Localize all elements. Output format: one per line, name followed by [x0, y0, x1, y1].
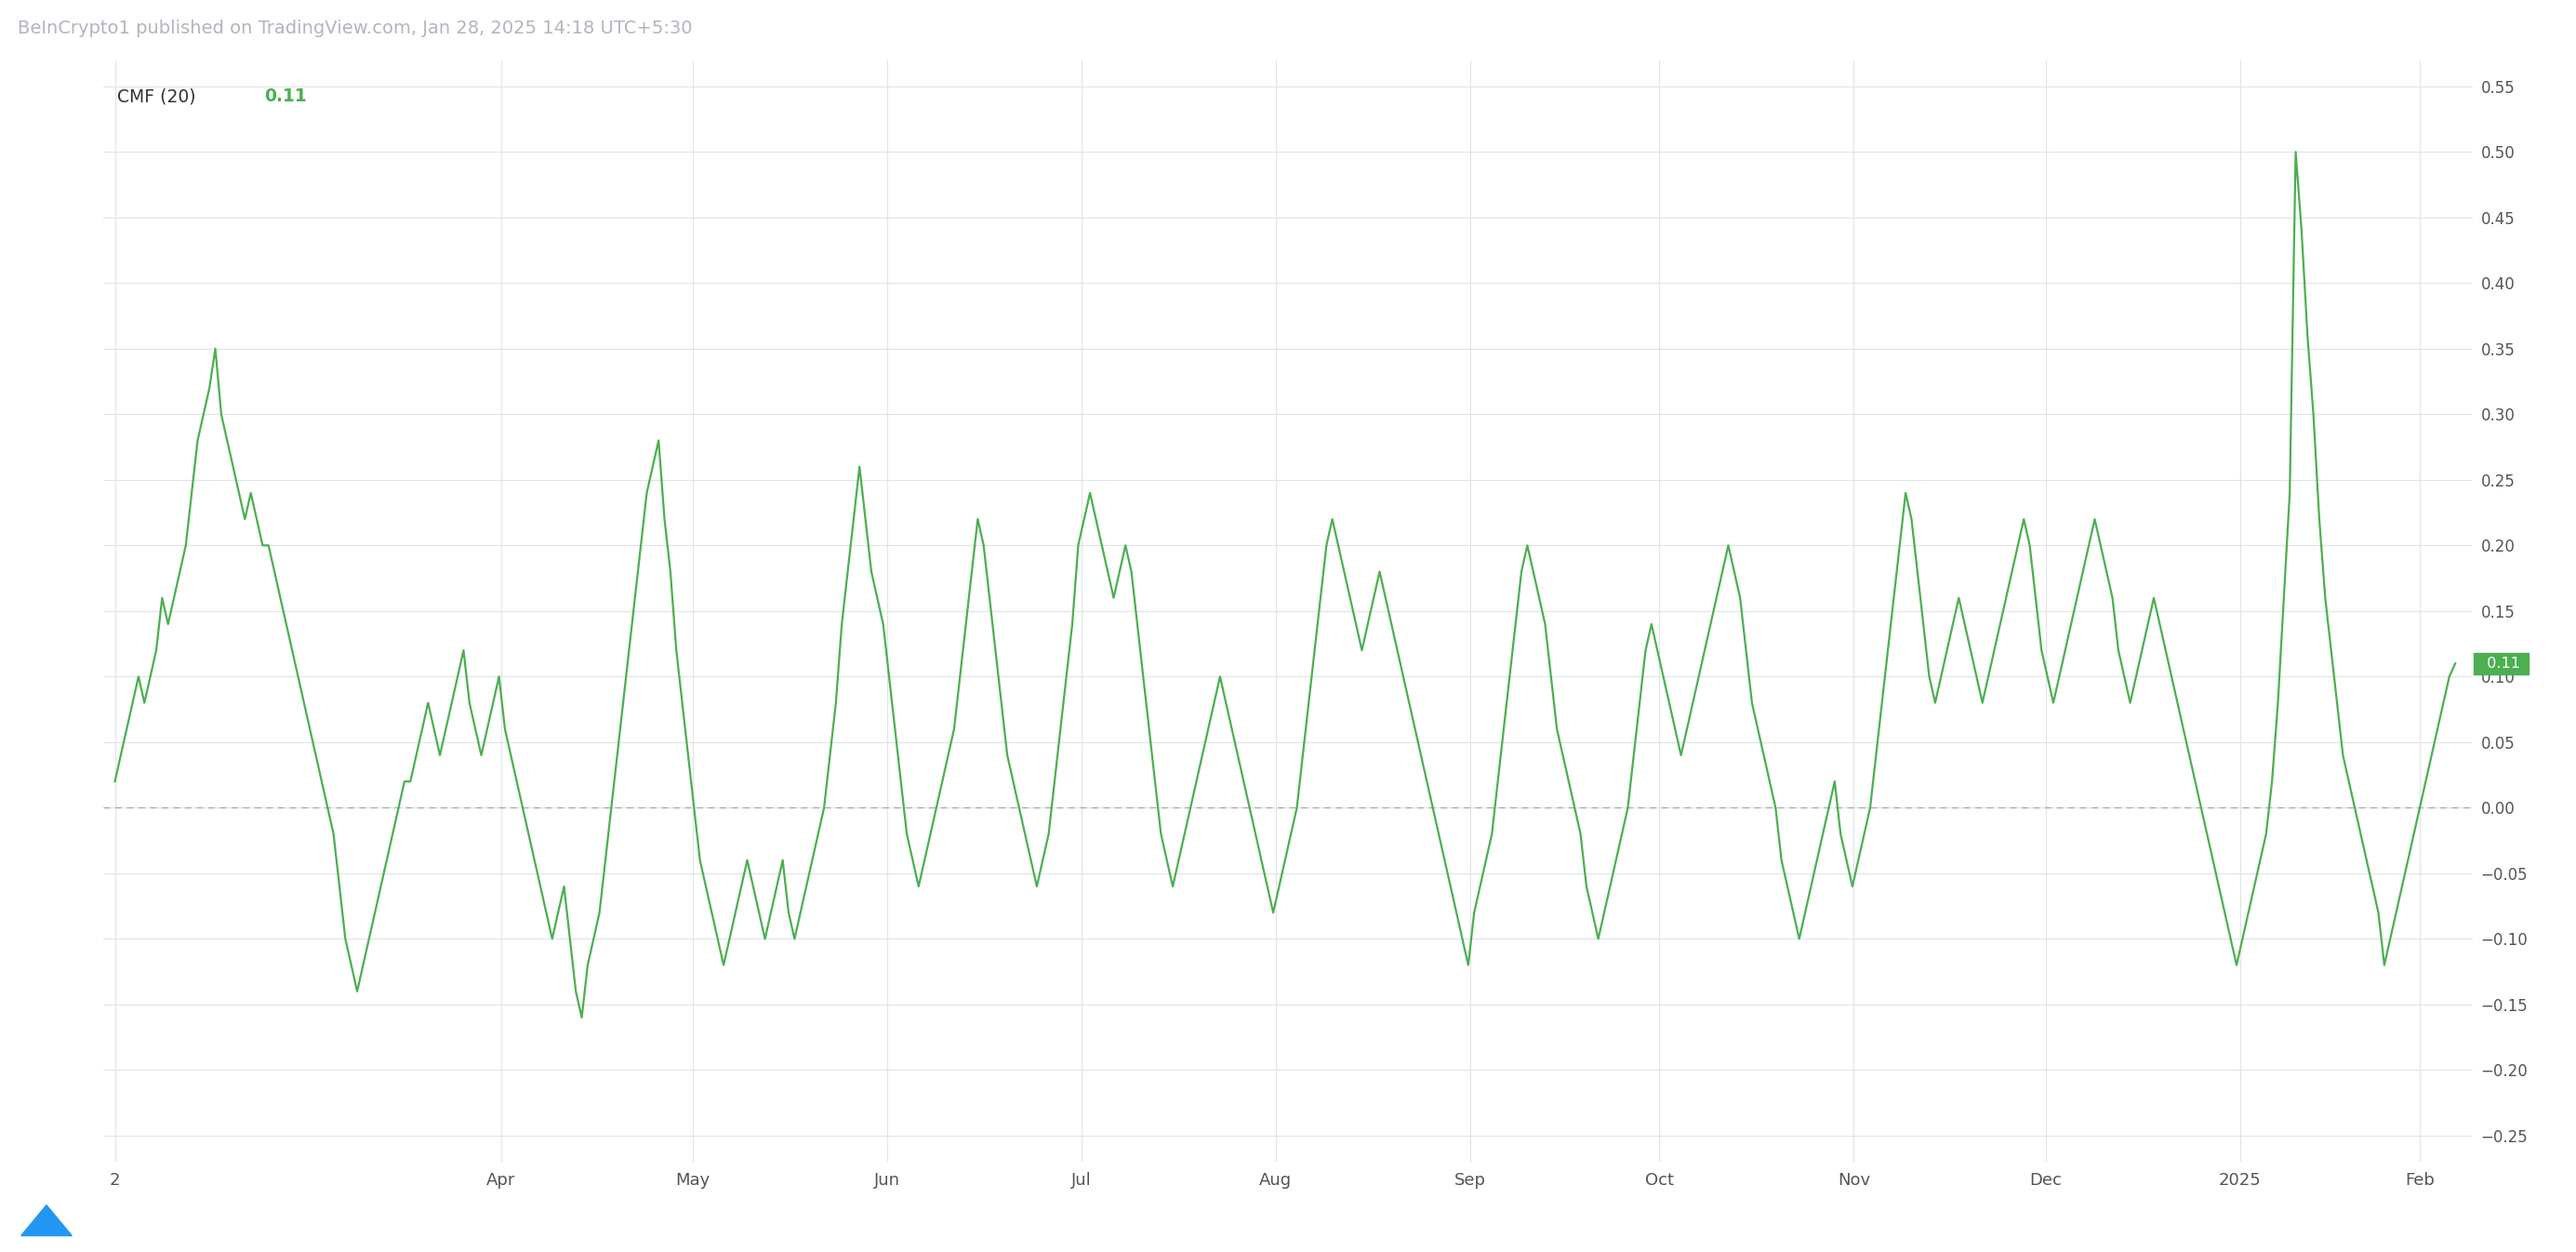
Polygon shape: [21, 1206, 72, 1236]
Text: BeInCrypto1 published on TradingView.com, Jan 28, 2025 14:18 UTC+5:30: BeInCrypto1 published on TradingView.com…: [18, 20, 693, 38]
Text: 0.11: 0.11: [2478, 656, 2524, 670]
Text: CMF (20): CMF (20): [118, 88, 196, 105]
Text: 0.11: 0.11: [265, 88, 307, 105]
Text: TradingView: TradingView: [85, 1212, 180, 1227]
